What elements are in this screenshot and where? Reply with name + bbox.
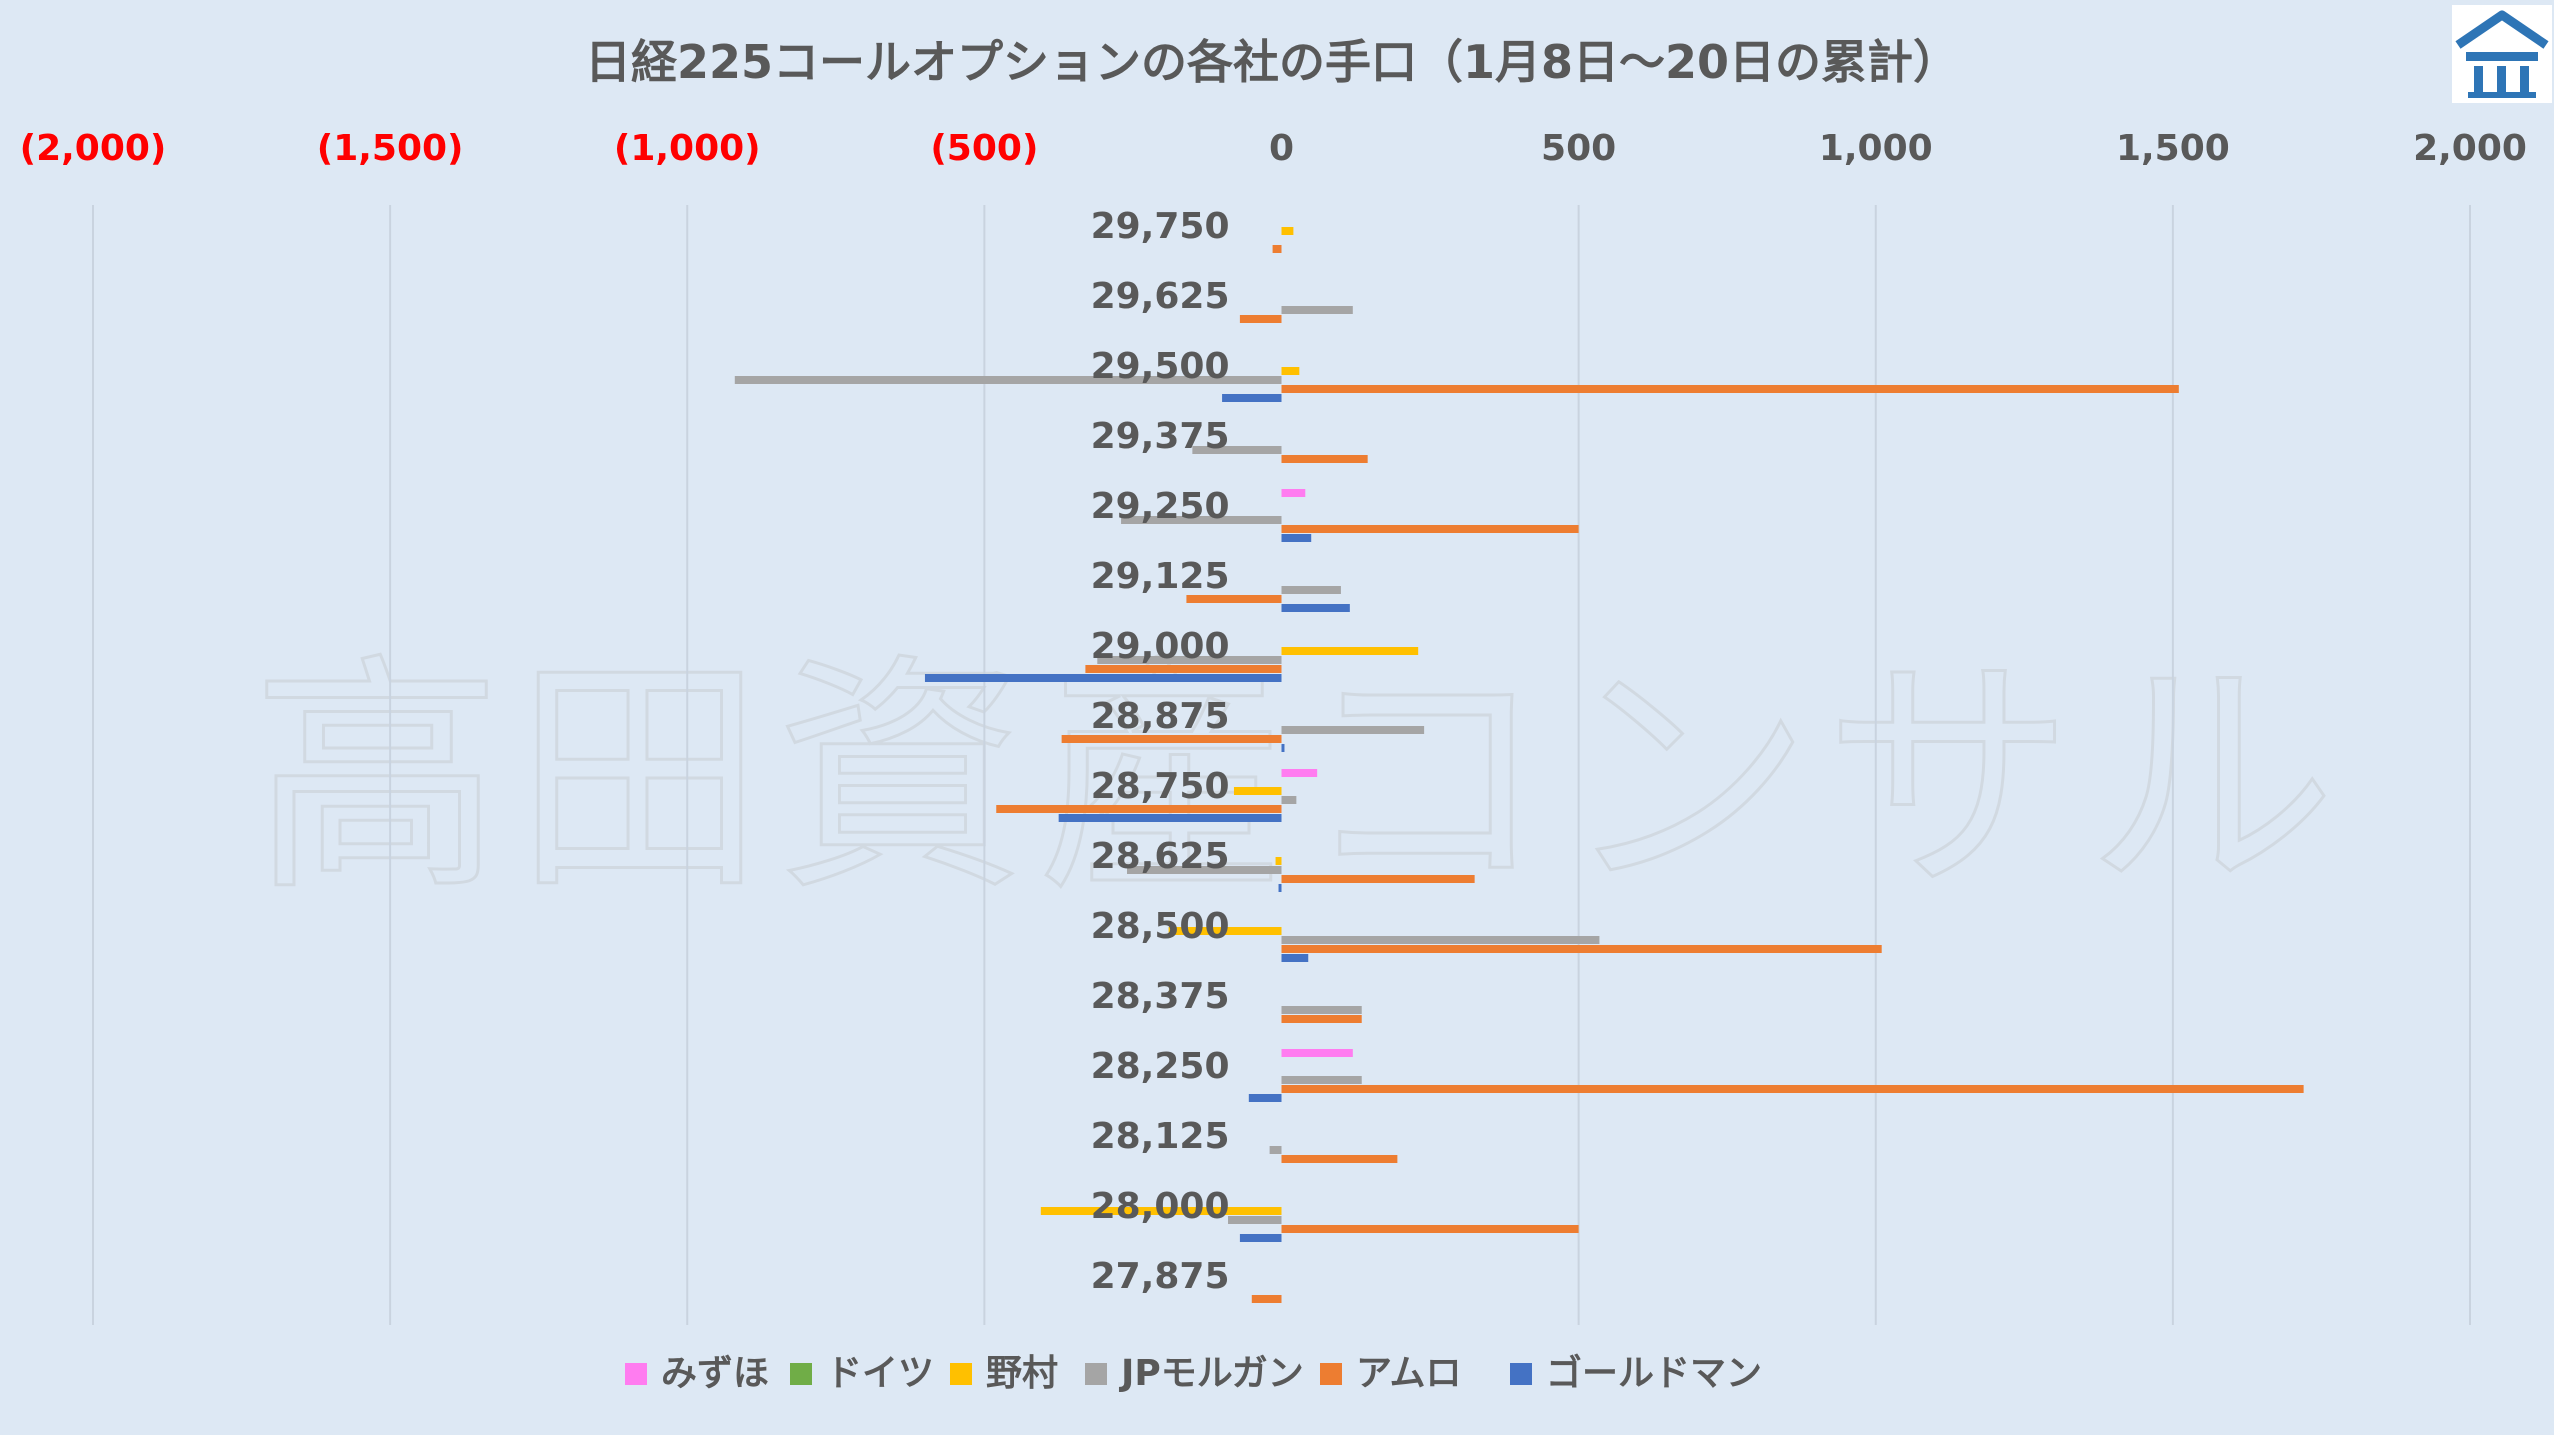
- category-label: 29,625: [1091, 276, 1230, 317]
- category-label: 28,875: [1091, 696, 1230, 737]
- bar: [1281, 769, 1318, 777]
- bar: [1097, 656, 1282, 664]
- bar: [1239, 1234, 1282, 1242]
- bar: [1061, 735, 1282, 743]
- bar: [734, 376, 1282, 384]
- bar: [1281, 945, 1882, 953]
- bar: [1085, 665, 1282, 673]
- bar: [1281, 1085, 2304, 1093]
- bar: [1281, 1049, 1353, 1057]
- bar: [1058, 814, 1282, 822]
- category-label: 29,000: [1091, 626, 1230, 667]
- category-label: 28,500: [1091, 906, 1230, 947]
- category-label: 29,750: [1091, 206, 1230, 247]
- x-tick-label: 500: [1541, 128, 1616, 169]
- legend: みずほ ドイツ 野村 JPモルガン アムロ ゴールドマン: [625, 1352, 1762, 1394]
- bar: [1233, 787, 1282, 795]
- bar: [1281, 954, 1309, 962]
- category-label: 28,250: [1091, 1046, 1230, 1087]
- bar: [1281, 306, 1353, 314]
- bar: [1281, 1015, 1362, 1023]
- bar: [1281, 586, 1341, 594]
- bar: [1186, 595, 1282, 603]
- x-tick-label: (500): [930, 128, 1038, 169]
- x-tick-label: (2,000): [20, 128, 167, 169]
- bars: [734, 227, 2304, 1303]
- bar: [1228, 1216, 1282, 1224]
- category-label: 29,125: [1091, 556, 1230, 597]
- bar: [1281, 385, 2179, 393]
- bar: [1269, 1146, 1282, 1154]
- bar: [1248, 1094, 1282, 1102]
- legend-swatch: [790, 1363, 812, 1385]
- bar: [1275, 857, 1282, 865]
- bar: [1222, 394, 1282, 402]
- x-tick-label: (1,500): [317, 128, 464, 169]
- x-tick-label: 1,500: [2116, 128, 2230, 169]
- legend-swatch: [950, 1363, 972, 1385]
- y-axis-category-labels: 29,750 29,625 29,500 29,375 29,250 29,125 29,0…: [1091, 206, 1230, 1297]
- bar: [1281, 455, 1368, 463]
- bar: [996, 805, 1282, 813]
- category-label: 28,125: [1091, 1116, 1230, 1157]
- category-label: 28,375: [1091, 976, 1230, 1017]
- bar: [1192, 446, 1282, 454]
- bar: [1281, 1225, 1579, 1233]
- legend-label: ドイツ: [826, 1353, 934, 1394]
- legend-label: 野村: [986, 1353, 1058, 1394]
- category-label: 29,375: [1091, 416, 1230, 457]
- bar: [1121, 516, 1282, 524]
- x-tick-label: 1,000: [1819, 128, 1933, 169]
- legend-swatch: [1510, 1363, 1532, 1385]
- bar: [1281, 744, 1285, 752]
- x-tick-label: 2,000: [2413, 128, 2527, 169]
- bar: [1281, 1076, 1362, 1084]
- x-tick-label: (1,000): [614, 128, 761, 169]
- x-tick-label: 0: [1269, 128, 1294, 169]
- bar: [1281, 875, 1475, 883]
- legend-swatch: [625, 1363, 647, 1385]
- category-label: 28,000: [1091, 1186, 1230, 1227]
- legend-label: JPモルガン: [1118, 1353, 1304, 1394]
- bar: [1168, 927, 1282, 935]
- bar: [1281, 525, 1579, 533]
- category-label: 29,250: [1091, 486, 1230, 527]
- legend-swatch: [1320, 1363, 1342, 1385]
- category-label: 28,625: [1091, 836, 1230, 877]
- legend-swatch: [1085, 1363, 1107, 1385]
- bar: [1281, 367, 1300, 375]
- bar: [1281, 1155, 1398, 1163]
- bar: [924, 674, 1282, 682]
- bar: [1281, 604, 1350, 612]
- bar: [1281, 936, 1600, 944]
- bar: [1239, 315, 1282, 323]
- bar: [1040, 1207, 1282, 1215]
- bar: [1251, 1295, 1282, 1303]
- bar: [1281, 227, 1294, 235]
- legend-label: ゴールドマン: [1546, 1352, 1762, 1394]
- category-label: 29,500: [1091, 346, 1230, 387]
- bar: [1281, 1006, 1362, 1014]
- takada-logo-icon: [2452, 5, 2552, 103]
- bar: [1281, 647, 1419, 655]
- bar: [1126, 866, 1282, 874]
- legend-label: みずほ: [661, 1353, 769, 1394]
- legend-label: アムロ: [1356, 1353, 1461, 1394]
- category-label: 28,750: [1091, 766, 1230, 807]
- bar: [1281, 796, 1297, 804]
- x-axis-tick-labels: (2,000) (1,500) (1,000) (500) 0 500 1,000 1,500…: [20, 128, 2527, 169]
- bar: [1281, 534, 1312, 542]
- chart-title: 日経225コールオプションの各社の手口（1月8日〜20日の累計）: [585, 35, 1959, 89]
- category-label: 27,875: [1091, 1256, 1230, 1297]
- bar: [1278, 884, 1282, 892]
- bar: [1272, 245, 1282, 253]
- bar: [1281, 489, 1306, 497]
- bar: [1281, 726, 1425, 734]
